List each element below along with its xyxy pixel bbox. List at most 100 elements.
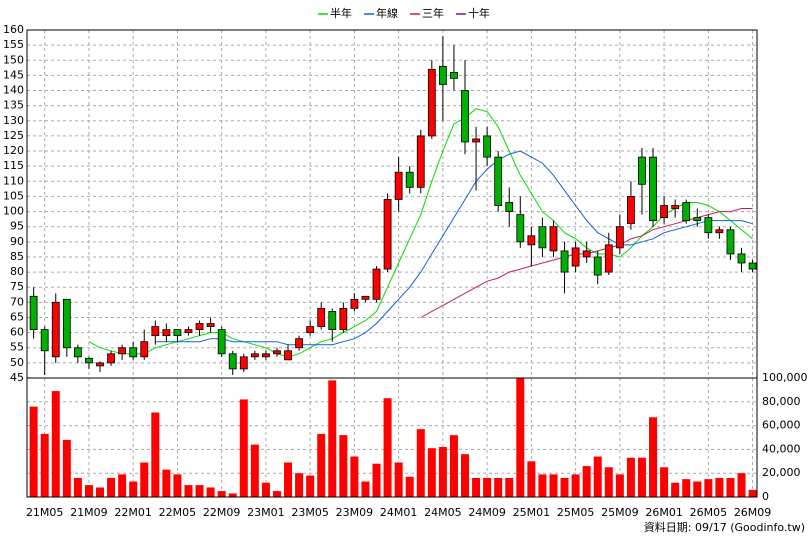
x-tick-label: 24M05 [424, 506, 462, 519]
candle-body [73, 347, 82, 358]
candle-body [217, 329, 226, 355]
candle-body [206, 323, 215, 327]
candle-body [549, 226, 558, 252]
volume-bar [604, 467, 613, 497]
legend-label: 年線 [376, 6, 398, 20]
volume-bar [416, 429, 425, 497]
volume-bar [671, 482, 680, 497]
candle-body [726, 229, 735, 255]
candle-body [538, 226, 547, 249]
y-tick-label: 90 [10, 235, 24, 248]
ma-line [155, 150, 753, 346]
candle-body [671, 205, 680, 209]
volume-bar [173, 474, 182, 497]
volume-bar [107, 477, 116, 497]
x-tick-label: 22M01 [114, 506, 152, 519]
volume-bar [494, 477, 503, 497]
volume-bar [383, 398, 392, 497]
candle-body [317, 307, 326, 327]
volume-bar [472, 477, 481, 497]
candle-body [328, 311, 337, 330]
volume-bar [748, 489, 757, 497]
candle-body [450, 71, 458, 79]
volume-bar [118, 474, 127, 497]
volume-bar [272, 491, 281, 497]
candle-body [173, 329, 182, 337]
candle-body [627, 196, 635, 225]
candle-body [505, 202, 514, 212]
candle-body [239, 356, 248, 370]
volume-bar [29, 406, 38, 497]
source-note: 資料日期: 09/17 (Goodinfo.tw) [644, 520, 805, 534]
x-tick-label: 26M01 [645, 506, 683, 519]
volume-bar [284, 462, 293, 497]
candle-body [571, 247, 580, 267]
candle-body [461, 90, 469, 143]
candle-body [29, 295, 38, 330]
y-tick-label: 130 [3, 114, 24, 127]
candle-body [483, 135, 492, 158]
y2-tick-label: 40,000 [762, 442, 801, 455]
candle-body [427, 68, 436, 137]
candle-body [582, 250, 591, 258]
volume-bar [339, 435, 348, 497]
candle-body [472, 138, 480, 143]
y-tick-label: 105 [3, 189, 24, 202]
volume-bar [682, 479, 691, 497]
candle-body [85, 357, 93, 364]
volume-bar [438, 447, 447, 497]
y2-tick-label: 20,000 [762, 466, 801, 479]
legend-label: 十年 [468, 6, 490, 20]
legend-label: 半年 [330, 6, 352, 20]
volume-bar [361, 481, 370, 497]
volume-bar [427, 448, 436, 497]
y-tick-label: 45 [10, 371, 24, 384]
candle-body [295, 338, 303, 349]
volume-bar [649, 417, 658, 497]
x-tick-label: 24M09 [468, 506, 506, 519]
x-tick-label: 23M01 [247, 506, 285, 519]
volume-bar [328, 380, 337, 497]
volume-bar [726, 477, 735, 497]
y2-tick-label: 80,000 [762, 395, 801, 408]
y2-tick-label: 0 [762, 490, 769, 503]
candle-body [118, 347, 127, 355]
y2-tick-label: 100,000 [762, 371, 808, 384]
volume-bar [261, 482, 270, 497]
volume-bar [637, 457, 646, 497]
y-tick-label: 60 [10, 326, 24, 339]
y-tick-label: 55 [10, 341, 24, 354]
volume-bar [549, 474, 558, 497]
candle-body [649, 156, 657, 222]
volume-bar [96, 487, 104, 497]
volume-bar [195, 485, 204, 497]
candle-body [615, 226, 624, 249]
volume-bar [704, 479, 713, 497]
candle-body [51, 301, 60, 358]
y-tick-label: 135 [3, 99, 24, 112]
volume-bar [206, 487, 215, 497]
volume-bar [62, 439, 71, 497]
candle-body [62, 298, 71, 349]
candle-body [416, 135, 425, 188]
candle-body [604, 244, 613, 273]
candle-body [372, 268, 381, 300]
volume-bar [317, 433, 326, 497]
y-tick-label: 120 [3, 144, 24, 157]
volume-bar [538, 474, 547, 497]
candle-body [748, 262, 757, 270]
x-tick-label: 25M09 [601, 506, 639, 519]
volume-bar [715, 477, 724, 497]
candle-body [184, 329, 193, 334]
candle-body [129, 347, 138, 358]
volume-bar [217, 491, 226, 497]
candle-body [438, 65, 447, 85]
volume-bar [73, 477, 82, 497]
x-tick-label: 25M01 [513, 506, 551, 519]
y-tick-label: 75 [10, 280, 24, 293]
volume-bar [84, 485, 93, 497]
volume-bar [350, 456, 359, 497]
candle-body [40, 329, 49, 352]
x-tick-label: 21M05 [26, 506, 64, 519]
volume-bar [693, 481, 702, 497]
